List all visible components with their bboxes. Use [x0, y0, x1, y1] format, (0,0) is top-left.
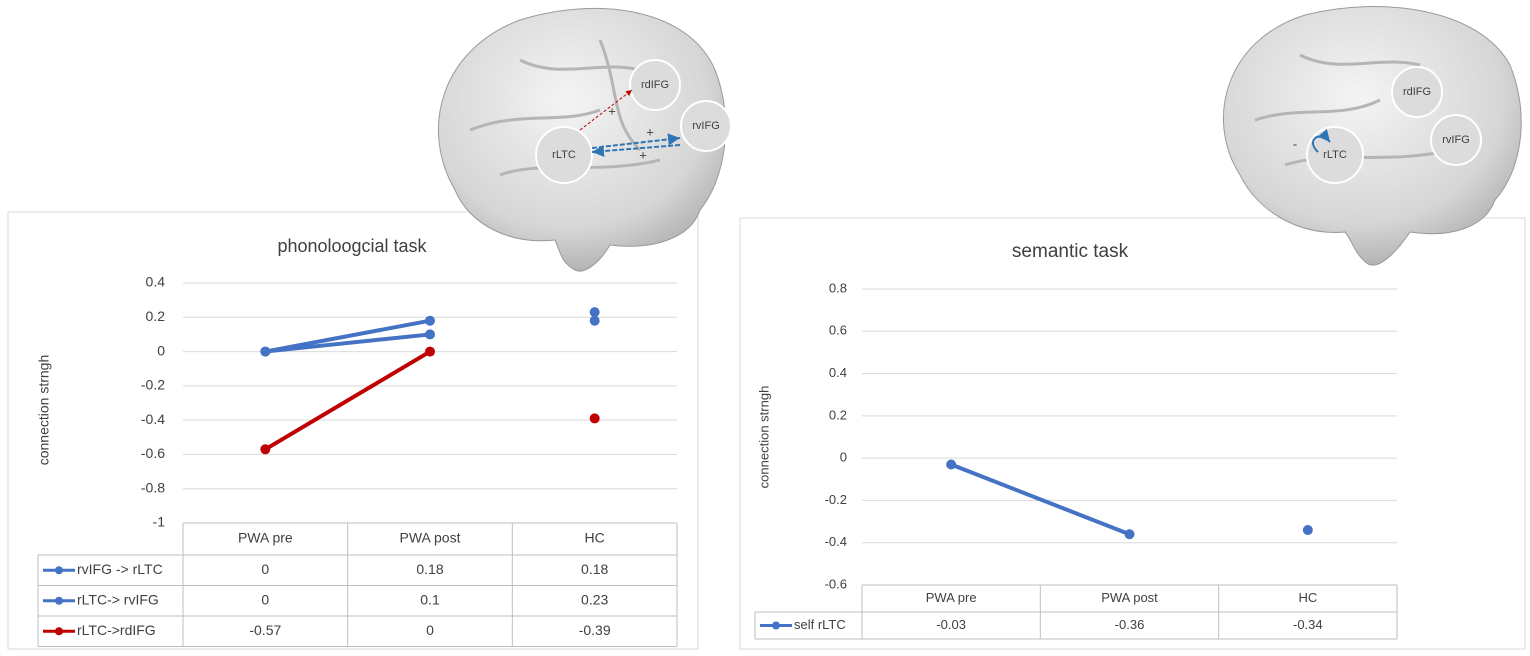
y-tick-label: -0.8	[141, 479, 165, 495]
category-label: PWA pre	[926, 590, 977, 605]
table-value: -0.36	[1115, 617, 1145, 632]
table-value: -0.39	[579, 622, 611, 638]
y-tick-label: -0.2	[825, 492, 847, 507]
region-label: rLTC	[1323, 149, 1347, 161]
y-tick-label: -0.4	[141, 411, 165, 427]
data-point	[946, 459, 956, 469]
region-label: rLTC	[552, 149, 576, 161]
data-point	[590, 307, 600, 317]
data-point	[590, 316, 600, 326]
table-value: 0.23	[581, 591, 608, 607]
region-label: rvIFG	[1442, 134, 1470, 146]
table-value: 0.18	[416, 561, 443, 577]
y-tick-label: 0	[840, 450, 847, 465]
table-value: -0.57	[249, 622, 281, 638]
figure: phonoloogcial taskconnection strngh-1-0.…	[0, 0, 1530, 651]
sign-annotation: +	[608, 103, 616, 118]
y-tick-label: 0.6	[829, 323, 847, 338]
category-label: HC	[1298, 590, 1317, 605]
y-tick-label: -0.4	[825, 534, 847, 549]
y-axis-label: connection strngh	[36, 355, 52, 466]
legend-marker	[772, 622, 780, 630]
table-value: 0.18	[581, 561, 608, 577]
chart-title: phonoloogcial task	[277, 236, 427, 256]
category-label: PWA post	[400, 530, 461, 546]
data-point	[425, 329, 435, 339]
y-tick-label: 0.4	[146, 274, 166, 290]
table-value: 0	[426, 622, 434, 638]
table-value: 0	[261, 561, 269, 577]
region-label: rdIFG	[641, 79, 669, 91]
data-point	[590, 413, 600, 423]
legend-label: self rLTC	[794, 617, 846, 632]
category-label: HC	[585, 530, 605, 546]
y-tick-label: -0.2	[141, 377, 165, 393]
region-label: rdIFG	[1403, 86, 1431, 98]
legend-marker	[55, 597, 63, 605]
y-axis-label: connection strngh	[756, 386, 771, 489]
data-point	[1303, 525, 1313, 535]
data-point	[260, 444, 270, 454]
legend-marker	[55, 566, 63, 574]
legend-marker	[55, 627, 63, 635]
chart-frame	[8, 212, 698, 649]
data-point	[425, 316, 435, 326]
y-tick-label: -0.6	[825, 576, 847, 591]
y-tick-label: -1	[153, 514, 166, 530]
legend-label: rLTC->rdIFG	[77, 622, 156, 638]
y-tick-label: 0.2	[829, 407, 847, 422]
table-value: -0.34	[1293, 617, 1323, 632]
data-point	[425, 347, 435, 357]
chart-title: semantic task	[1012, 241, 1129, 262]
y-tick-label: 0.4	[829, 365, 847, 380]
y-tick-label: 0.2	[146, 308, 166, 324]
y-tick-label: 0	[157, 342, 165, 358]
category-label: PWA pre	[238, 530, 293, 546]
table-value: 0.1	[420, 591, 440, 607]
table-value: -0.03	[936, 617, 966, 632]
region-label: rvIFG	[692, 120, 720, 132]
legend-label: rvIFG -> rLTC	[77, 561, 163, 577]
sign-annotation: +	[646, 124, 654, 139]
y-tick-label: -0.6	[141, 445, 165, 461]
data-point	[260, 347, 270, 357]
table-value: 0	[261, 591, 269, 607]
category-label: PWA post	[1101, 590, 1158, 605]
sign-annotation: -	[1293, 136, 1297, 151]
sign-annotation: +	[639, 147, 647, 162]
data-point	[1125, 529, 1135, 539]
y-tick-label: 0.8	[829, 280, 847, 295]
legend-label: rLTC-> rvIFG	[77, 591, 159, 607]
chart-frame	[740, 218, 1525, 649]
